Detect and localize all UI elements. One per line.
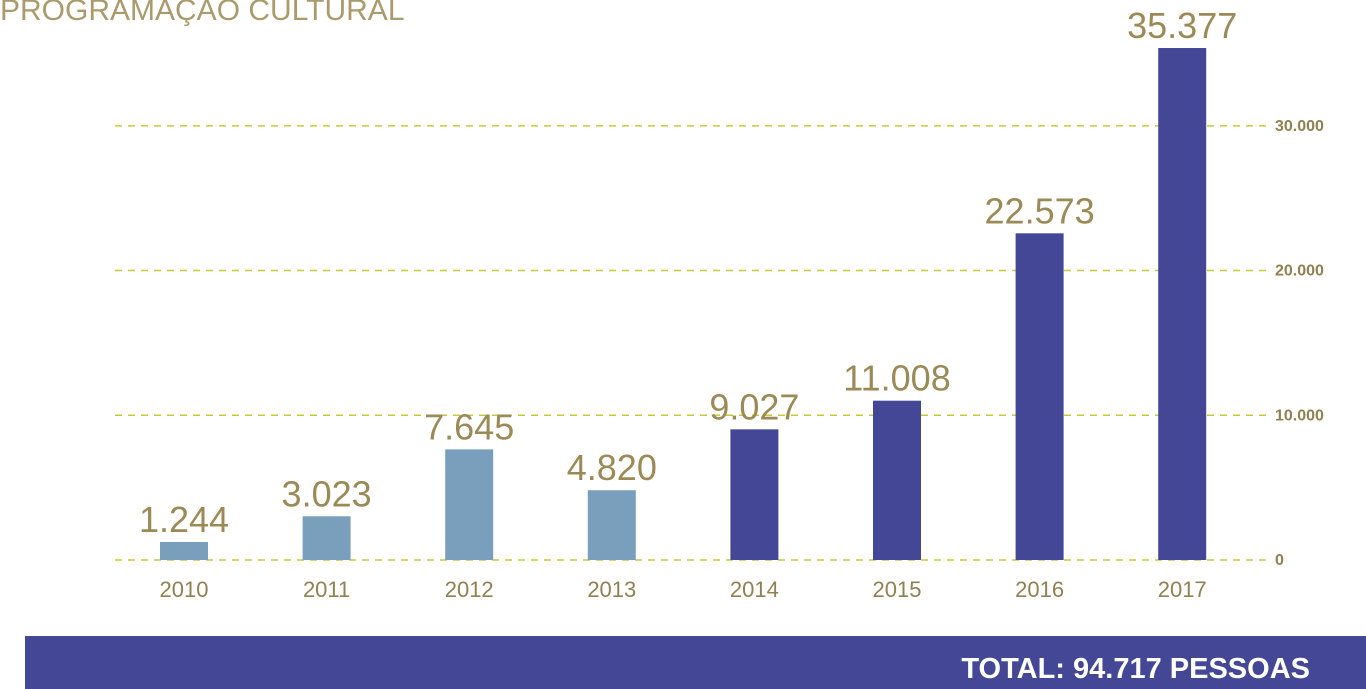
- y-tick-label: 0: [1275, 552, 1284, 569]
- bar: [160, 541, 208, 560]
- bar: [1015, 233, 1064, 560]
- bar: [302, 516, 351, 560]
- value-label: 1.244: [139, 499, 229, 540]
- x-tick-label: 2010: [160, 577, 209, 602]
- x-tick-label: 2011: [303, 577, 350, 602]
- y-tick-label: 20.000: [1275, 263, 1324, 280]
- value-label: 4.820: [567, 447, 657, 488]
- x-tick-label: 2013: [587, 577, 636, 602]
- value-label: 35.377: [1127, 5, 1237, 46]
- value-label: 7.645: [424, 406, 514, 447]
- x-tick-label: 2017: [1158, 577, 1207, 602]
- value-label: 11.008: [843, 358, 950, 399]
- bar: [1158, 48, 1207, 560]
- x-tick-label: 2014: [730, 577, 779, 602]
- x-tick-label: 2015: [873, 577, 922, 602]
- value-label: 22.573: [985, 190, 1095, 231]
- bar: [730, 429, 779, 560]
- value-label: 3.023: [282, 473, 372, 514]
- x-tick-label: 2012: [445, 577, 494, 602]
- bar: [873, 400, 921, 560]
- y-tick-label: 30.000: [1275, 118, 1324, 135]
- bar: [445, 449, 494, 560]
- value-label: 9.027: [709, 386, 799, 427]
- bar: [587, 490, 636, 560]
- y-tick-label: 10.000: [1275, 407, 1324, 424]
- x-tick-label: 2016: [1015, 577, 1064, 602]
- footer-band: [25, 636, 1366, 689]
- total-annotation: TOTAL: 94.717 PESSOAS: [961, 653, 1310, 685]
- chart-title: PROGRAMAÇÃO CULTURAL: [0, 0, 405, 27]
